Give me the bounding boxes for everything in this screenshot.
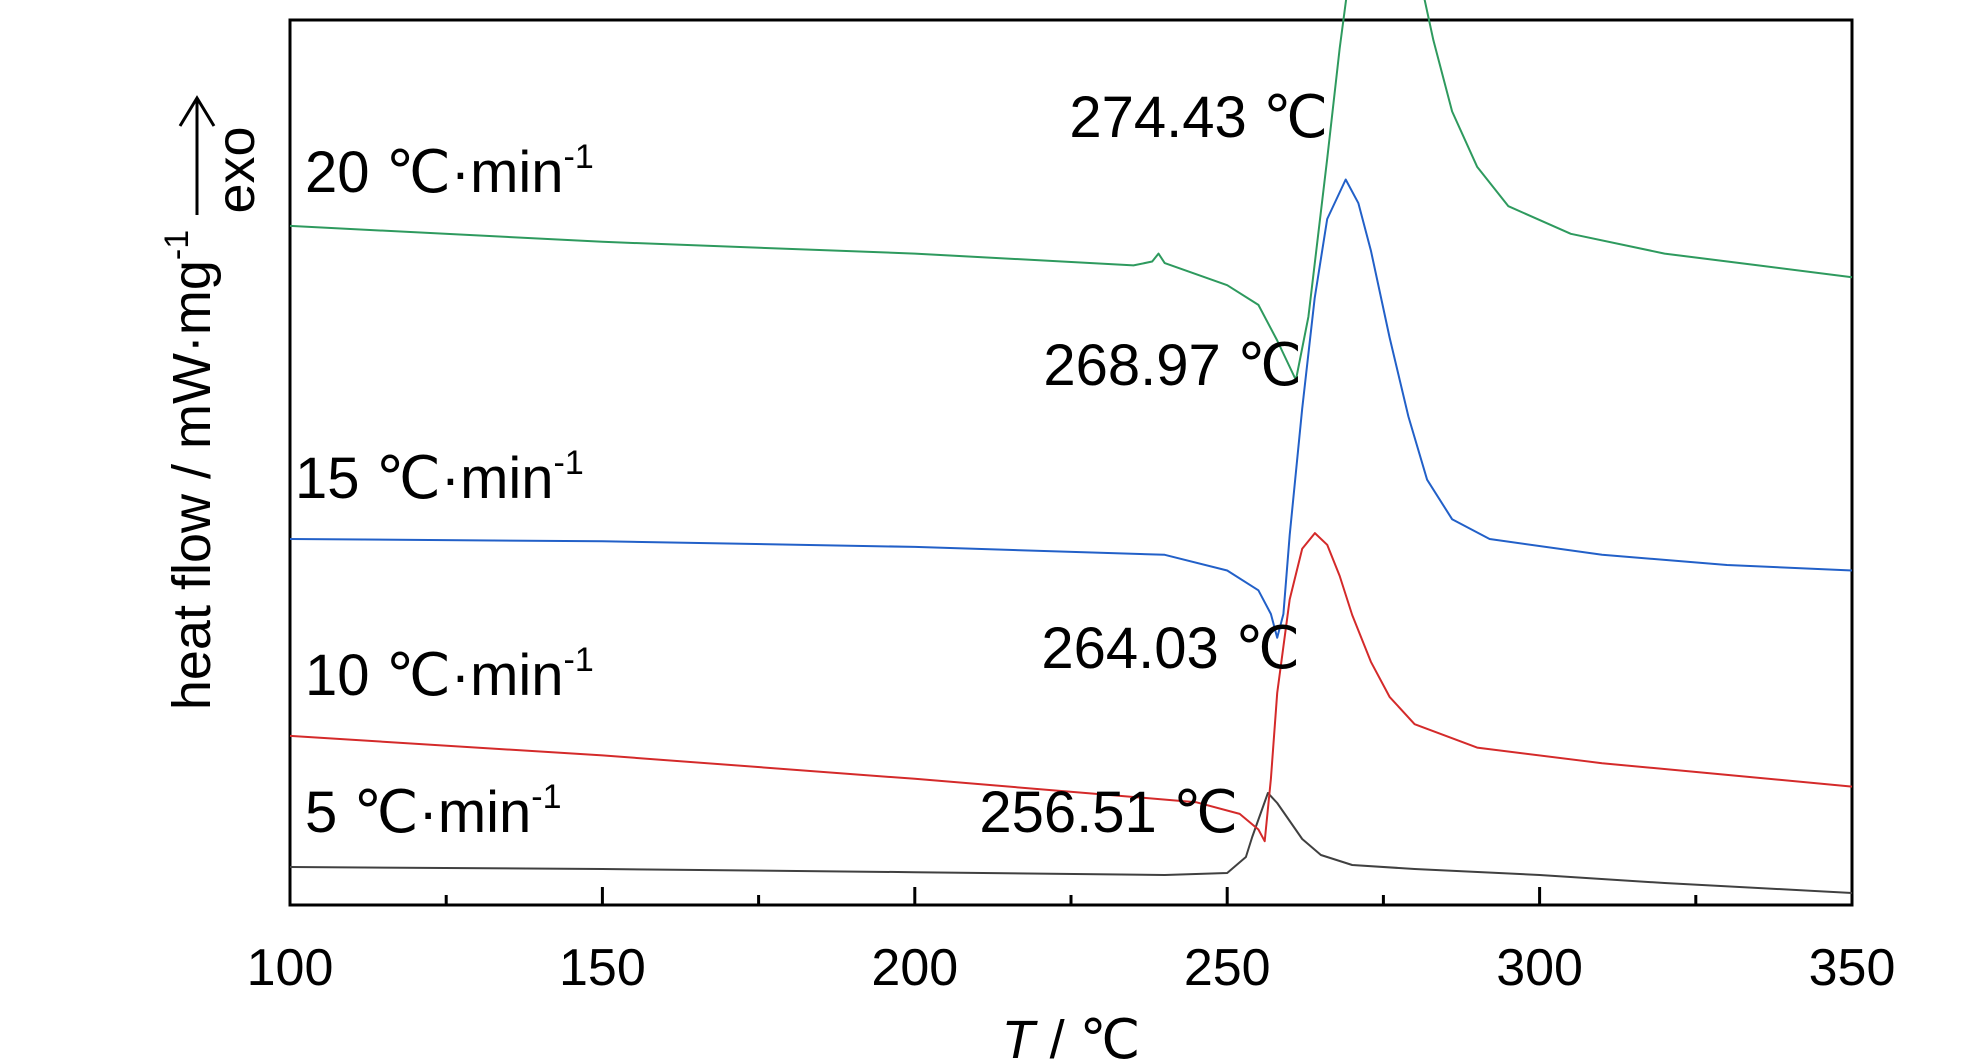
x-tick-label: 200: [871, 939, 958, 997]
exo-label: exo: [206, 126, 266, 213]
peak-temperature-label: 268.97 ℃: [1043, 333, 1302, 398]
exo-indicator: exo: [178, 95, 266, 215]
x-tick-label: 350: [1809, 939, 1896, 997]
series-line-2: [289, 178, 1853, 639]
series-line-1: [289, 532, 1853, 843]
series-labels: 5 ℃·min-1 256.51 ℃ 10 ℃·min-1 264.03 ℃ 15 ℃·…: [295, 85, 1328, 845]
series-rate-label: 20 ℃·min-1: [305, 138, 594, 205]
x-tick-label: 150: [559, 939, 646, 997]
x-tick-label: 250: [1184, 939, 1271, 997]
series-curves: [289, 0, 1853, 894]
peak-temperature-label: 256.51 ℃: [979, 780, 1238, 845]
peak-temperature-label: 264.03 ℃: [1041, 616, 1300, 681]
peak-temperature-label: 274.43 ℃: [1069, 85, 1328, 150]
series-line-3: [289, 0, 1853, 381]
series-rate-label: 15 ℃·min-1: [295, 444, 584, 511]
series-line-0: [289, 792, 1853, 894]
y-axis-title: heat flow / mW·mg-1: [158, 230, 222, 710]
x-axis-ticks: [288, 887, 1854, 905]
svg-text:heat flow / mW·mg-1: heat flow / mW·mg-1: [158, 230, 222, 710]
x-tick-label: 100: [247, 939, 334, 997]
x-axis-tick-labels: 100 150 200 250 300 350: [247, 939, 1896, 997]
x-axis-title: T / ℃: [1002, 1010, 1141, 1063]
series-rate-label: 10 ℃·min-1: [305, 641, 594, 708]
series-rate-label: 5 ℃·min-1: [305, 778, 562, 845]
x-tick-label: 300: [1496, 939, 1583, 997]
exo-arrowhead-icon: [178, 95, 216, 127]
